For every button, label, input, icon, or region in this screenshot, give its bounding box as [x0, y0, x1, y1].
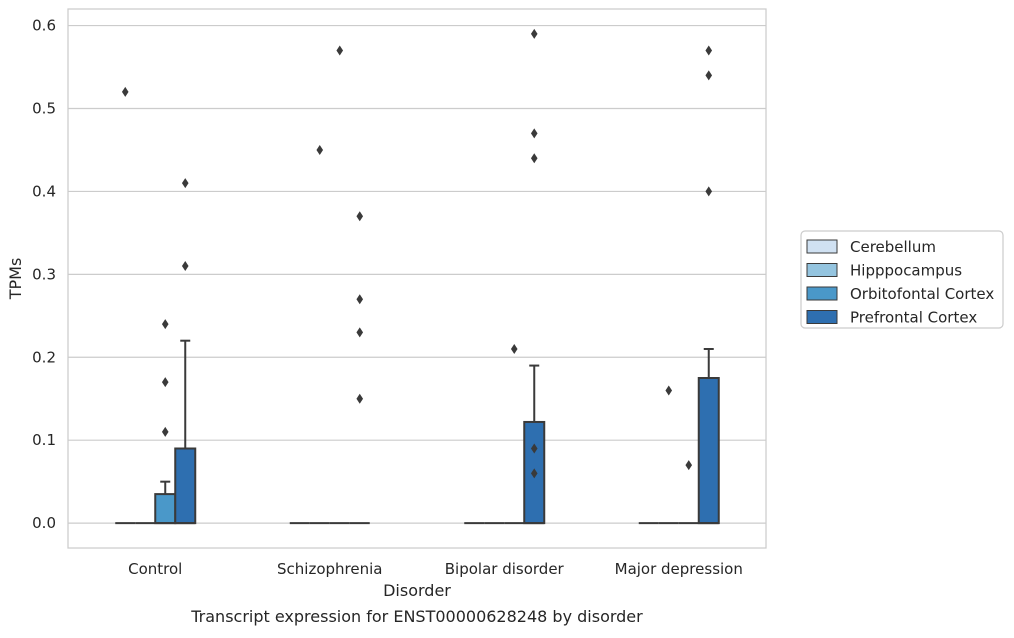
- outlier-point: [530, 28, 538, 39]
- x-tick-label: Bipolar disorder: [445, 560, 565, 578]
- outlier-point: [356, 327, 364, 338]
- box-plot: [329, 45, 350, 525]
- box-plot: [115, 86, 136, 525]
- y-tick-label: 0.6: [32, 17, 56, 35]
- x-tick-label: Control: [128, 560, 182, 578]
- x-tick-label: Schizophrenia: [277, 560, 382, 578]
- outlier-point: [510, 343, 518, 354]
- box: [154, 493, 177, 525]
- outlier-point: [336, 45, 344, 56]
- box: [174, 447, 197, 525]
- legend-swatch: [806, 286, 838, 301]
- box-plot: [678, 460, 699, 525]
- outlier-point: [665, 385, 673, 396]
- legend-label: Prefrontal Cortex: [850, 309, 977, 327]
- y-tick-label: 0.2: [32, 348, 56, 366]
- box-plot: [523, 28, 546, 525]
- box-plot: [309, 144, 330, 525]
- outlier-point: [530, 153, 538, 164]
- outlier-point: [356, 393, 364, 404]
- box-plot: [697, 45, 720, 525]
- outlier-point: [161, 319, 169, 330]
- chart-caption: Transcript expression for ENST0000062824…: [190, 607, 643, 626]
- box: [697, 377, 720, 525]
- y-axis-label: TPMs: [6, 258, 25, 301]
- y-tick-label: 0.3: [32, 265, 56, 283]
- axes: 0.0 0.1 0.2 0.3 0.4 0.5 0.6 Control Schizophreni…: [32, 17, 743, 578]
- box-plot: [154, 319, 177, 525]
- outlier-point: [121, 86, 129, 97]
- box-plot: [349, 211, 370, 525]
- outlier-point: [705, 70, 713, 81]
- outlier-point: [705, 186, 713, 197]
- legend-label: Hipppocampus: [850, 262, 962, 280]
- legend-swatch: [806, 263, 838, 277]
- outlier-point: [161, 377, 169, 388]
- outlier-point: [316, 144, 324, 155]
- legend-frame: [800, 230, 1004, 329]
- x-axis-label: Disorder: [383, 581, 451, 600]
- plot-frame: [67, 8, 767, 549]
- grid-lines: [68, 24, 766, 524]
- y-tick-label: 0.4: [32, 182, 56, 200]
- legend-swatch: [806, 239, 838, 254]
- outlier-point: [530, 443, 538, 454]
- box-plot: [658, 385, 679, 525]
- box-plots: [115, 28, 720, 525]
- outlier-point: [530, 468, 538, 479]
- outlier-point: [530, 128, 538, 139]
- box-plot: [174, 178, 197, 525]
- y-tick-label: 0.5: [32, 100, 56, 118]
- outlier-point: [685, 460, 693, 471]
- legend-swatch: [806, 310, 838, 324]
- outlier-point: [705, 45, 713, 56]
- y-tick-label: 0.1: [32, 431, 56, 449]
- legend-label: Orbitofontal Cortex: [850, 285, 994, 303]
- outlier-point: [356, 211, 364, 222]
- outlier-point: [356, 294, 364, 305]
- legend: Cerebellum Hipppocampus Orbitofontal Corte…: [800, 230, 1004, 329]
- outlier-point: [181, 178, 189, 189]
- outlier-point: [161, 426, 169, 437]
- x-tick-label: Major depression: [615, 560, 743, 578]
- outlier-point: [181, 261, 189, 272]
- legend-label: Cerebellum: [850, 238, 936, 256]
- box-plot: [504, 343, 525, 525]
- y-tick-label: 0.0: [32, 514, 56, 532]
